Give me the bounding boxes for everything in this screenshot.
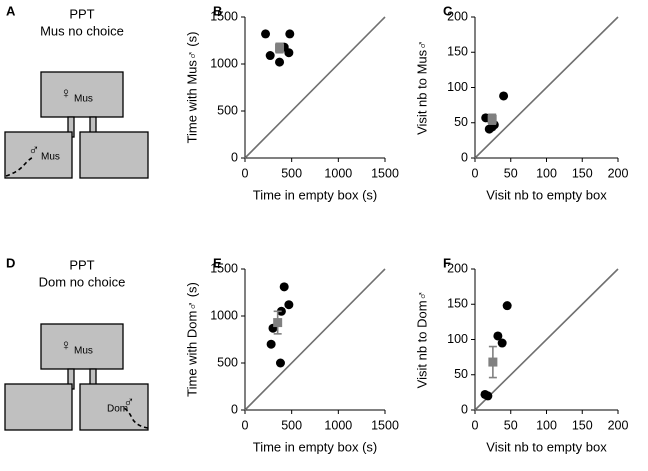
box (4, 383, 73, 431)
point (497, 338, 507, 348)
mean-marker (488, 357, 498, 367)
y-tick-label: 500 (217, 355, 238, 369)
y-axis-label: Time with Dom♂ (s) (184, 282, 199, 397)
symbol: ♂ (28, 142, 39, 159)
x-tick-label: 100 (536, 166, 557, 180)
x-tick-label: 500 (281, 166, 302, 180)
y-tick-label: 50 (454, 367, 468, 381)
y-axis-label: Visit nb to Dom♂ (414, 291, 429, 389)
x-tick-label: 50 (504, 418, 518, 432)
point (279, 282, 289, 292)
x-axis-label: Time in empty box (s) (253, 439, 378, 454)
x-axis-label: Time in empty box (s) (253, 187, 378, 202)
panel-label: C (443, 3, 453, 18)
point (499, 91, 509, 101)
box (4, 131, 73, 179)
mean-marker (487, 114, 497, 124)
x-tick-label: 1500 (371, 418, 399, 432)
point (266, 339, 276, 349)
x-tick-label: 0 (472, 166, 479, 180)
point (483, 391, 493, 401)
point (265, 51, 275, 61)
x-axis-label: Visit nb to empty box (486, 187, 607, 202)
trajectory (123, 407, 149, 429)
y-tick-label: 1000 (210, 308, 238, 322)
y-tick-label: 50 (454, 115, 468, 129)
y-tick-label: 1000 (210, 56, 238, 70)
y-tick-label: 200 (447, 9, 468, 23)
x-tick-label: 0 (242, 166, 249, 180)
identity-line (474, 16, 619, 159)
panel-label: E (213, 255, 222, 270)
panel-label: A (6, 3, 16, 18)
x-tick-label: 150 (572, 418, 593, 432)
trajectory (5, 156, 35, 177)
y-tick-label: 200 (447, 261, 468, 275)
mean-marker (273, 318, 283, 328)
animal-name: Mus (74, 346, 93, 357)
y-tick-label: 100 (447, 332, 468, 346)
x-tick-label: 1000 (324, 166, 352, 180)
chart: E 0 500 1000 1500 0 500 1000 1500 Time in empty b… (184, 255, 399, 454)
diagram-condition: Mus no choice (40, 23, 124, 38)
box (79, 131, 149, 179)
box (40, 71, 124, 118)
point (275, 358, 285, 368)
diagram-d: D PPT Dom no choice ♀ Mus Dom ♂ (4, 255, 149, 431)
box (79, 383, 149, 431)
point (261, 29, 271, 39)
diagram-title: PPT (69, 257, 94, 272)
animal-name: Dom (107, 404, 128, 415)
x-axis-label: Visit nb to empty box (486, 439, 607, 454)
y-axis-label: Visit nb to Mus♂ (414, 40, 429, 135)
animal-name: Mus (74, 94, 93, 105)
box (40, 323, 124, 370)
point (284, 300, 294, 310)
diagram-title: PPT (69, 6, 94, 21)
y-axis-label: Time with Mus♂ (s) (184, 32, 199, 144)
x-tick-label: 0 (472, 418, 479, 432)
point (493, 331, 503, 341)
y-tick-label: 500 (217, 103, 238, 117)
x-tick-label: 500 (281, 418, 302, 432)
y-tick-label: 0 (231, 150, 238, 164)
y-tick-label: 0 (231, 402, 238, 416)
x-tick-label: 1000 (324, 418, 352, 432)
diagram-a: A PPT Mus no choice ♀ Mus ♂ Mus (4, 3, 149, 179)
x-tick-label: 100 (536, 418, 557, 432)
diagram-condition: Dom no choice (39, 274, 126, 289)
panel-label: F (443, 255, 451, 270)
point (285, 29, 295, 39)
x-tick-label: 200 (608, 166, 629, 180)
y-tick-label: 1500 (210, 9, 238, 23)
identity-line (244, 16, 386, 159)
animal-name: Mus (41, 152, 60, 163)
mean-marker (275, 43, 285, 53)
x-tick-label: 150 (572, 166, 593, 180)
y-tick-label: 150 (447, 297, 468, 311)
x-tick-label: 1500 (371, 166, 399, 180)
y-tick-label: 0 (461, 150, 468, 164)
x-tick-label: 0 (242, 418, 249, 432)
x-tick-label: 200 (608, 418, 629, 432)
panel-label: B (213, 3, 222, 18)
x-tick-label: 50 (504, 166, 518, 180)
y-tick-label: 1500 (210, 261, 238, 275)
identity-line (474, 268, 619, 411)
point (502, 301, 512, 311)
y-tick-label: 100 (447, 80, 468, 94)
symbol: ♀ (60, 85, 71, 102)
point (275, 57, 285, 67)
chart: B 0 500 1000 1500 0 500 1000 1500 Time in empty b… (184, 3, 399, 202)
symbol: ♂ (123, 394, 134, 411)
panel-label: D (6, 255, 15, 270)
y-tick-label: 150 (447, 45, 468, 59)
y-tick-label: 0 (461, 402, 468, 416)
identity-line (244, 268, 386, 411)
symbol: ♀ (60, 337, 71, 354)
